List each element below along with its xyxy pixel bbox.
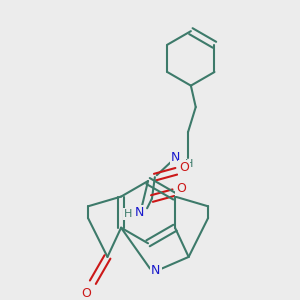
Text: H: H xyxy=(185,160,193,170)
Text: N: N xyxy=(171,151,180,164)
Text: N: N xyxy=(135,206,144,219)
Text: O: O xyxy=(81,287,91,300)
Text: O: O xyxy=(179,161,189,174)
Text: O: O xyxy=(176,182,186,195)
Text: N: N xyxy=(151,264,160,277)
Text: H: H xyxy=(123,209,132,219)
